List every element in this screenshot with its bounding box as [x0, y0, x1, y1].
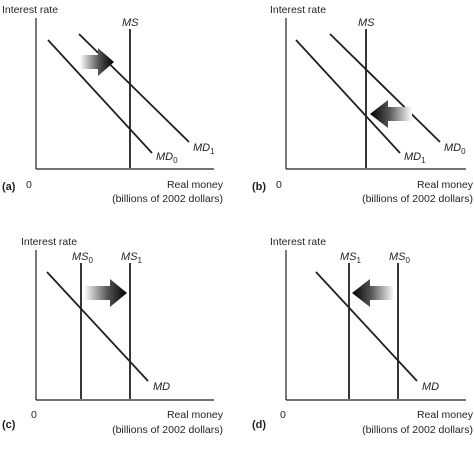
- origin-label: 0: [31, 409, 37, 421]
- money-supply-label-0: MS0: [72, 251, 94, 265]
- shift-left-arrow: [352, 279, 394, 307]
- shift-left-arrow: [370, 100, 412, 128]
- panel-tag: (b): [252, 181, 266, 193]
- money-demand-curve-0: [329, 33, 441, 143]
- money-supply-label-1: MS1: [121, 251, 143, 265]
- panel-d: Interest rate 0 Real money (billions of …: [252, 236, 474, 436]
- panel-b: Interest rate 0 Real money (billions of …: [252, 4, 474, 205]
- money-demand-curve: [315, 271, 418, 382]
- money-demand-label-0: MD0: [444, 142, 466, 156]
- x-axis-label: Real money: [167, 179, 224, 191]
- money-demand-label: MD: [153, 381, 170, 393]
- panel-tag: (c): [2, 419, 16, 431]
- money-supply-label: MS: [122, 17, 139, 29]
- money-supply-label: MS: [358, 17, 375, 29]
- x-axis-unit: (billions of 2002 dollars): [362, 193, 473, 205]
- panel-tag: (a): [2, 181, 16, 193]
- x-axis-unit: (billions of 2002 dollars): [112, 193, 223, 205]
- shift-right-arrow: [84, 279, 127, 307]
- money-demand-label-0: MD0: [156, 151, 178, 165]
- panel-a: Interest rate 0 Real money (billions of …: [2, 4, 224, 205]
- y-axis-label: Interest rate: [21, 236, 77, 248]
- origin-label: 0: [280, 409, 286, 421]
- x-axis-label: Real money: [167, 409, 224, 421]
- money-demand-curve: [46, 271, 149, 382]
- panel-tag: (d): [252, 419, 266, 431]
- money-demand-label-1: MD1: [404, 151, 426, 165]
- origin-label: 0: [26, 179, 32, 191]
- y-axis-label: Interest rate: [270, 236, 326, 248]
- y-axis-label: Interest rate: [270, 4, 326, 16]
- money-demand-curve-1: [295, 39, 401, 154]
- panel-c: Interest rate 0 Real money (billions of …: [2, 236, 224, 436]
- money-demand-curve-0: [47, 39, 153, 154]
- money-demand-label-1: MD1: [193, 142, 215, 156]
- money-demand-label: MD: [422, 381, 439, 393]
- x-axis-label: Real money: [417, 179, 474, 191]
- shift-right-arrow: [80, 48, 114, 76]
- money-supply-label-1: MS1: [340, 251, 362, 265]
- origin-label: 0: [276, 179, 282, 191]
- x-axis-unit: (billions of 2002 dollars): [362, 424, 473, 436]
- money-supply-label-0: MS0: [389, 251, 411, 265]
- x-axis-unit: (billions of 2002 dollars): [112, 424, 223, 436]
- y-axis-label: Interest rate: [2, 4, 58, 16]
- money-demand-curve-1: [78, 33, 190, 143]
- x-axis-label: Real money: [417, 409, 474, 421]
